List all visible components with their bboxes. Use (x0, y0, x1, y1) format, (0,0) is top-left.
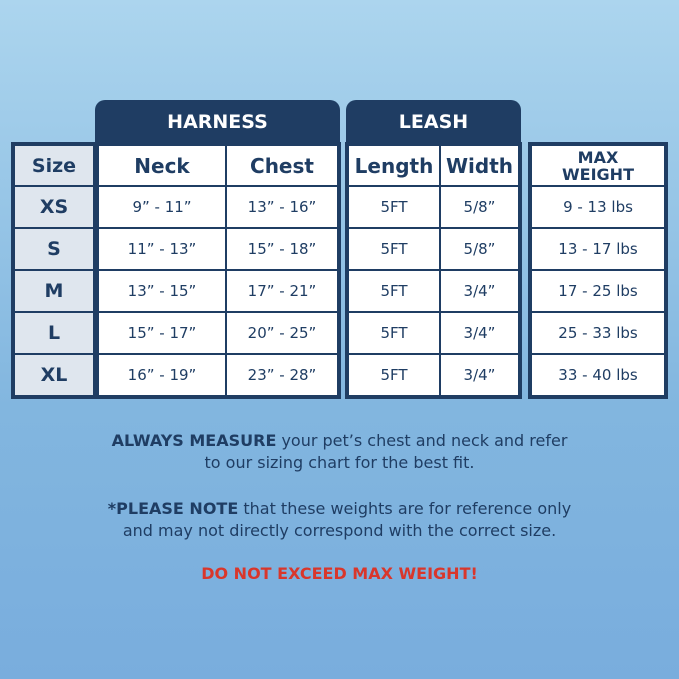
table-cell: 13 - 17 lbs (531, 228, 665, 270)
group-header: LEASH (346, 100, 521, 144)
table-cell: 16” - 19” (98, 354, 226, 396)
table-cell: 17 - 25 lbs (531, 270, 665, 312)
table-cell: 3/4” (440, 354, 519, 396)
table-cell: 33 - 40 lbs (531, 354, 665, 396)
table-cell: 25 - 33 lbs (531, 312, 665, 354)
table-cell: S (14, 228, 94, 270)
table-cell: 15” - 17” (98, 312, 226, 354)
warning: DO NOT EXCEED MAX WEIGHT! (201, 564, 478, 583)
note-text: that these weights are for reference onl… (238, 499, 572, 518)
note-bold: *PLEASE NOTE (107, 499, 239, 518)
column-header: Neck (98, 145, 226, 186)
note: *PLEASE NOTE that these weights are for … (0, 498, 679, 542)
column-header: Size (14, 145, 94, 186)
table-cell: XL (14, 354, 94, 396)
group-header: HARNESS (95, 100, 340, 144)
table-cell: 13” - 16” (226, 186, 338, 228)
table-cell: 9” - 11” (98, 186, 226, 228)
table-cell: 23” - 28” (226, 354, 338, 396)
table-cell: 13” - 15” (98, 270, 226, 312)
table-cell: 3/4” (440, 312, 519, 354)
note: ALWAYS MEASURE your pet’s chest and neck… (0, 430, 679, 474)
table-cell: 17” - 21” (226, 270, 338, 312)
header-text: MAX WEIGHT (562, 147, 634, 184)
note-text: to our sizing chart for the best fit. (204, 453, 475, 472)
column-header: Chest (226, 145, 338, 186)
table-cell: 15” - 18” (226, 228, 338, 270)
column-header: MAX WEIGHT (531, 145, 665, 186)
table-cell: 5FT (348, 270, 440, 312)
table-cell: 5FT (348, 228, 440, 270)
note-bold: ALWAYS MEASURE (111, 431, 277, 450)
table-cell: 5FT (348, 354, 440, 396)
table-cell: 5FT (348, 312, 440, 354)
table-cell: L (14, 312, 94, 354)
table-cell: 5/8” (440, 186, 519, 228)
note-text: and may not directly correspond with the… (122, 521, 557, 540)
table-cell: M (14, 270, 94, 312)
table-cell: 3/4” (440, 270, 519, 312)
table-cell: 11” - 13” (98, 228, 226, 270)
note-text: your pet’s chest and neck and refer (276, 431, 568, 450)
table-cell: 5/8” (440, 228, 519, 270)
column-header: Width (440, 145, 519, 186)
column-header: Length (348, 145, 440, 186)
table-cell: XS (14, 186, 94, 228)
table-cell: 9 - 13 lbs (531, 186, 665, 228)
table-cell: 5FT (348, 186, 440, 228)
table-cell: 20” - 25” (226, 312, 338, 354)
